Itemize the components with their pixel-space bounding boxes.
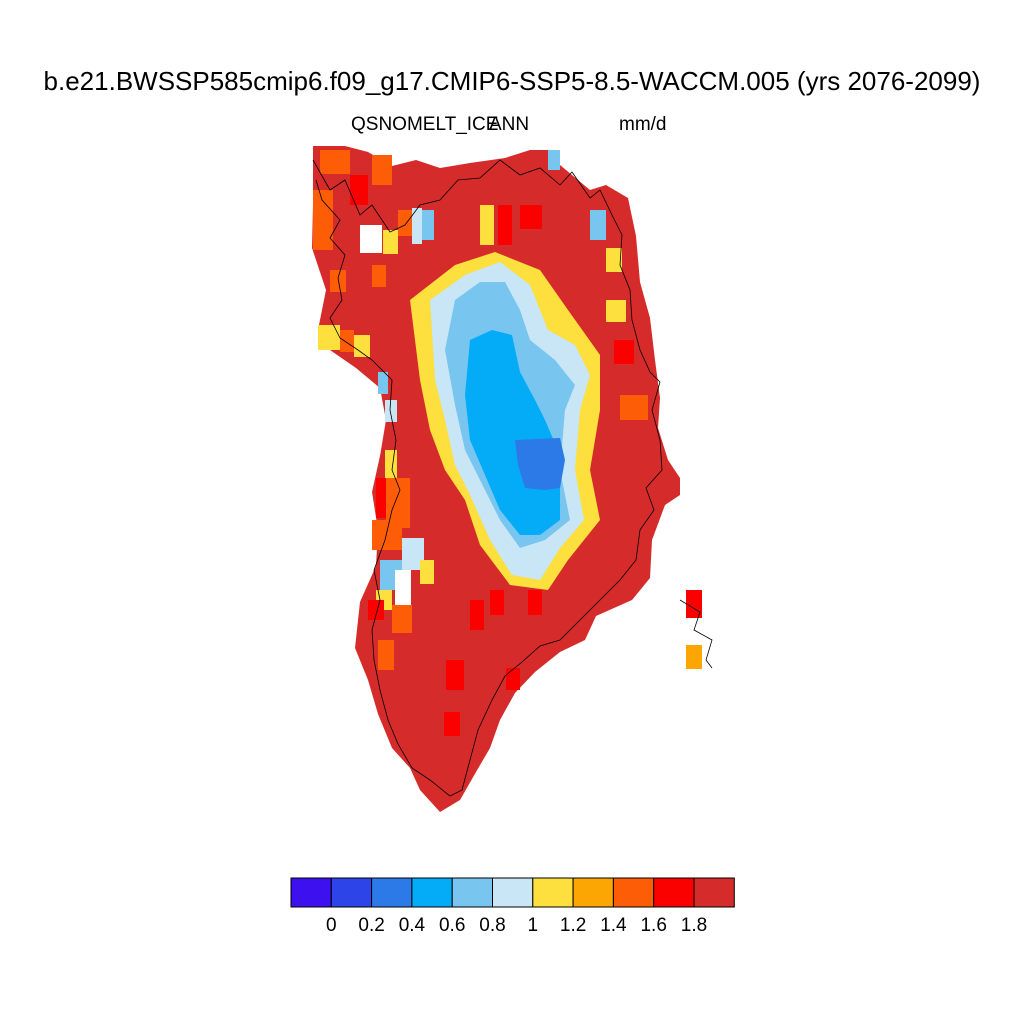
colorbar-box xyxy=(451,877,494,908)
colorbar-box xyxy=(492,877,534,908)
colorbar-tick-label: 1.4 xyxy=(600,915,627,936)
units-label: mm/d xyxy=(619,114,667,135)
plot-title: b.e21.BWSSP585cmip6.f09_g17.CMIP6-SSP5-8… xyxy=(43,66,981,96)
colorbar-tick-label: 1.2 xyxy=(560,915,586,936)
colorbar-box xyxy=(572,877,614,908)
colorbar-box xyxy=(532,877,574,908)
colorbar-tick-label: 0.6 xyxy=(439,915,465,936)
stat-label: ANN xyxy=(489,114,530,135)
colorbar-box xyxy=(371,877,413,908)
colorbar-box xyxy=(653,877,695,908)
melt-field xyxy=(312,146,702,812)
variable-label: QSNOMELT_ICE xyxy=(351,114,499,135)
colorbar-tick-label: 1 xyxy=(528,915,539,936)
colorbar-tick-label: 0.4 xyxy=(399,915,426,936)
colorbar-box xyxy=(411,877,453,908)
colorbar-box xyxy=(693,877,735,908)
colorbar-tick-label: 0.2 xyxy=(358,915,384,936)
colorbar-tick-label: 1.6 xyxy=(640,915,666,936)
colorbar-tick-label: 1.8 xyxy=(681,915,707,936)
colorbar-box xyxy=(612,877,655,908)
colorbar-tick-label: 0 xyxy=(326,915,337,936)
colorbar-box xyxy=(330,877,373,908)
colorbar-tick-label: 0.8 xyxy=(479,915,505,936)
colorbar-box xyxy=(290,877,332,908)
coastline xyxy=(312,159,713,797)
